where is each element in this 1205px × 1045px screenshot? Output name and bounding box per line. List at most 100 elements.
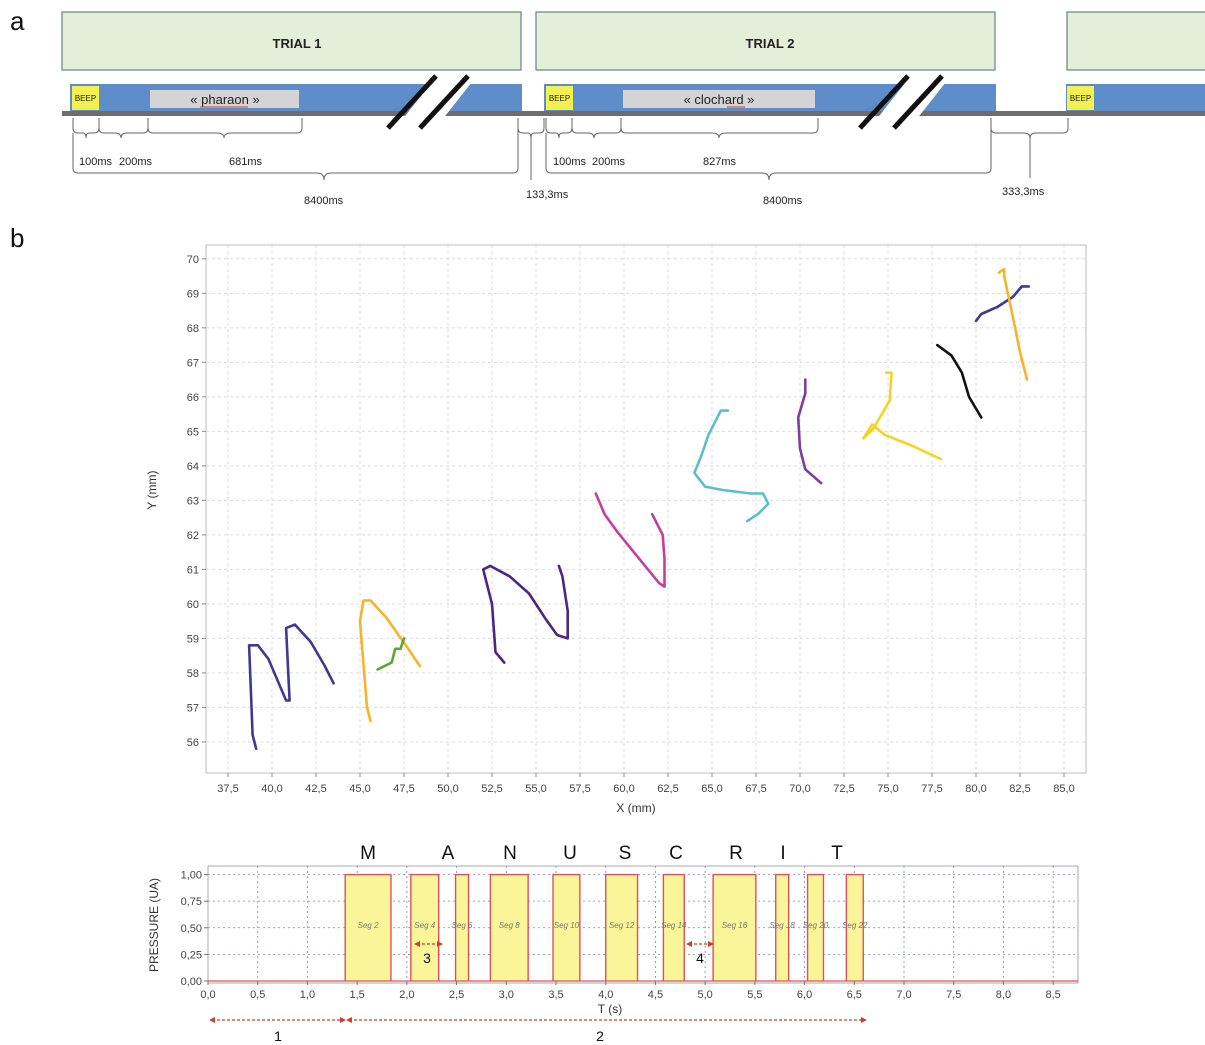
letter-label-n: N (503, 843, 517, 864)
pressure-x-tick-label: 6,5 (847, 989, 862, 1001)
word-1: « pharaon » (190, 92, 259, 107)
trajectory-x-tick-label: 75,0 (877, 783, 898, 795)
panel-a-label: a (10, 6, 25, 36)
pressure-segment (410, 874, 439, 981)
break-mark-1 (386, 74, 472, 130)
pressure-y-tick-label: 1,00 (181, 870, 202, 882)
stroke-1 (247, 623, 335, 751)
pressure-segment-label: Seg 2 (358, 921, 379, 930)
letter-label-i: I (780, 843, 785, 864)
pressure-x-tick-label: 7,0 (896, 989, 911, 1001)
pressure-segment-edge (454, 873, 470, 981)
dur-total-1: 8400ms (304, 195, 344, 207)
trajectory-x-tick-label: 55,0 (525, 783, 546, 795)
pressure-segment-edge (344, 873, 392, 981)
pressure-segment-label: Seg 20 (803, 921, 829, 930)
timeline (62, 111, 1205, 116)
trajectory-x-tick-label: 42,5 (305, 783, 326, 795)
letter-label-r: R (729, 843, 743, 864)
stroke-7 (796, 378, 823, 485)
trajectory-strokes (247, 267, 1031, 751)
pressure-segment (775, 874, 789, 981)
range-arrow-2 (346, 1017, 867, 1023)
pressure-y-tick-label: 0,50 (181, 923, 202, 935)
trajectory-x-tick-label: 62,5 (657, 783, 678, 795)
trajectory-x-tick-label: 82,5 (1009, 783, 1030, 795)
gap-marker-3-label: 3 (423, 950, 431, 966)
trajectory-x-tick-label: 65,0 (701, 783, 722, 795)
range-1-label: 1 (274, 1028, 282, 1044)
stroke-6 (693, 409, 770, 523)
trajectory-x-tick-label: 47,5 (393, 783, 414, 795)
pressure-x-tick-label: 5,5 (747, 989, 762, 1001)
trajectory-y-tick-label: 59 (187, 633, 199, 645)
letter-label-m: M (360, 843, 376, 864)
pressure-x-tick-label: 8,5 (1045, 989, 1060, 1001)
gap-1-brace (517, 118, 545, 180)
trajectory-x-label: X (mm) (616, 801, 655, 815)
beep-1 (72, 86, 99, 110)
pressure-x-tick-label: 5,0 (697, 989, 712, 1001)
gap-marker-3 (414, 941, 443, 947)
trajectory-y-tick-label: 63 (187, 495, 199, 507)
pressure-x-tick-label: 4,0 (598, 989, 613, 1001)
pressure-segment-label: Seg 22 (842, 921, 868, 930)
pressure-segments: Seg 2 Seg 4 Seg 6 Seg 8 Seg 10 Seg 12 Seg 14 Se… (344, 873, 868, 981)
pressure-segment (807, 874, 824, 981)
pressure-y-tick-label: 0,25 (181, 949, 202, 961)
trajectory-x-tick-label: 57,5 (569, 783, 590, 795)
stroke-3 (376, 637, 406, 671)
range-arrow-1 (209, 1017, 346, 1023)
word-2: « clochard » (684, 92, 755, 107)
pressure-y-label: PRESSURE (UA) (147, 878, 161, 972)
pressure-y-tick-label: 0,75 (181, 896, 202, 908)
beep-3 (1067, 86, 1094, 110)
pressure-x-tick-label: 2,5 (449, 989, 464, 1001)
letter-label-s: S (619, 843, 632, 864)
trajectory-x-tick-label: 67,5 (745, 783, 766, 795)
trajectory-plot-area (205, 244, 1087, 774)
trial-1-box (61, 11, 522, 71)
gap-marker-4 (686, 941, 714, 947)
word-box-1 (150, 90, 299, 108)
gap-2-brace (990, 118, 1069, 178)
beep-2-label: BEEP (549, 94, 570, 103)
trajectory-x-tick-label: 50,0 (437, 783, 458, 795)
pressure-segment-edge (775, 873, 790, 981)
word-box-2 (623, 90, 815, 108)
pressure-segment-label: Seg 12 (609, 921, 635, 930)
break-mark-2 (858, 74, 946, 130)
pressure-y-ticks: 0,00 0,25 0,50 0,75 1,00 (181, 870, 208, 988)
pressure-x-tick-label: 6,0 (797, 989, 812, 1001)
gap-2-label: 333,3ms (1002, 186, 1045, 198)
trajectory-x-tick-label: 85,0 (1053, 783, 1074, 795)
dur-beep-2: 100ms (553, 156, 587, 168)
panel-b-label: b (10, 223, 24, 253)
trajectory-y-tick-label: 65 (187, 426, 199, 438)
pressure-segment-label: Seg 8 (499, 921, 520, 930)
pressure-segment-edge (845, 873, 864, 981)
trajectory-grid (206, 245, 1086, 773)
trajectory-y-tick-label: 70 (187, 254, 199, 266)
stroke-11 (997, 267, 1029, 381)
pressure-x-ticks: 0,0 0,5 1,0 1,5 2,0 2,5 3,0 3,5 4,0 4,5 5,0 5,5 6,0 6… (200, 981, 1061, 1001)
trajectory-x-tick-label: 52,5 (481, 783, 502, 795)
trajectory-y-label: Y (mm) (145, 470, 159, 509)
pressure-segment (605, 874, 638, 981)
letter-label-u: U (563, 843, 577, 864)
trajectory-x-tick-label: 70,0 (789, 783, 810, 795)
trial-3-box-partial (1066, 11, 1205, 71)
pressure-x-tick-label: 7,5 (946, 989, 961, 1001)
pressure-segment-label: Seg 14 (661, 921, 687, 930)
letter-label-c: C (669, 843, 683, 864)
pressure-x-tick-label: 2,0 (399, 989, 414, 1001)
trajectory-x-tick-label: 72,5 (833, 783, 854, 795)
stroke-5 (594, 492, 666, 588)
pressure-segment-edge (605, 873, 639, 981)
gap-marker-4-label: 4 (696, 950, 704, 966)
beep-3-label: BEEP (1070, 94, 1091, 103)
dur-gap-1: 200ms (119, 156, 153, 168)
trajectory-y-tick-label: 62 (187, 530, 199, 542)
